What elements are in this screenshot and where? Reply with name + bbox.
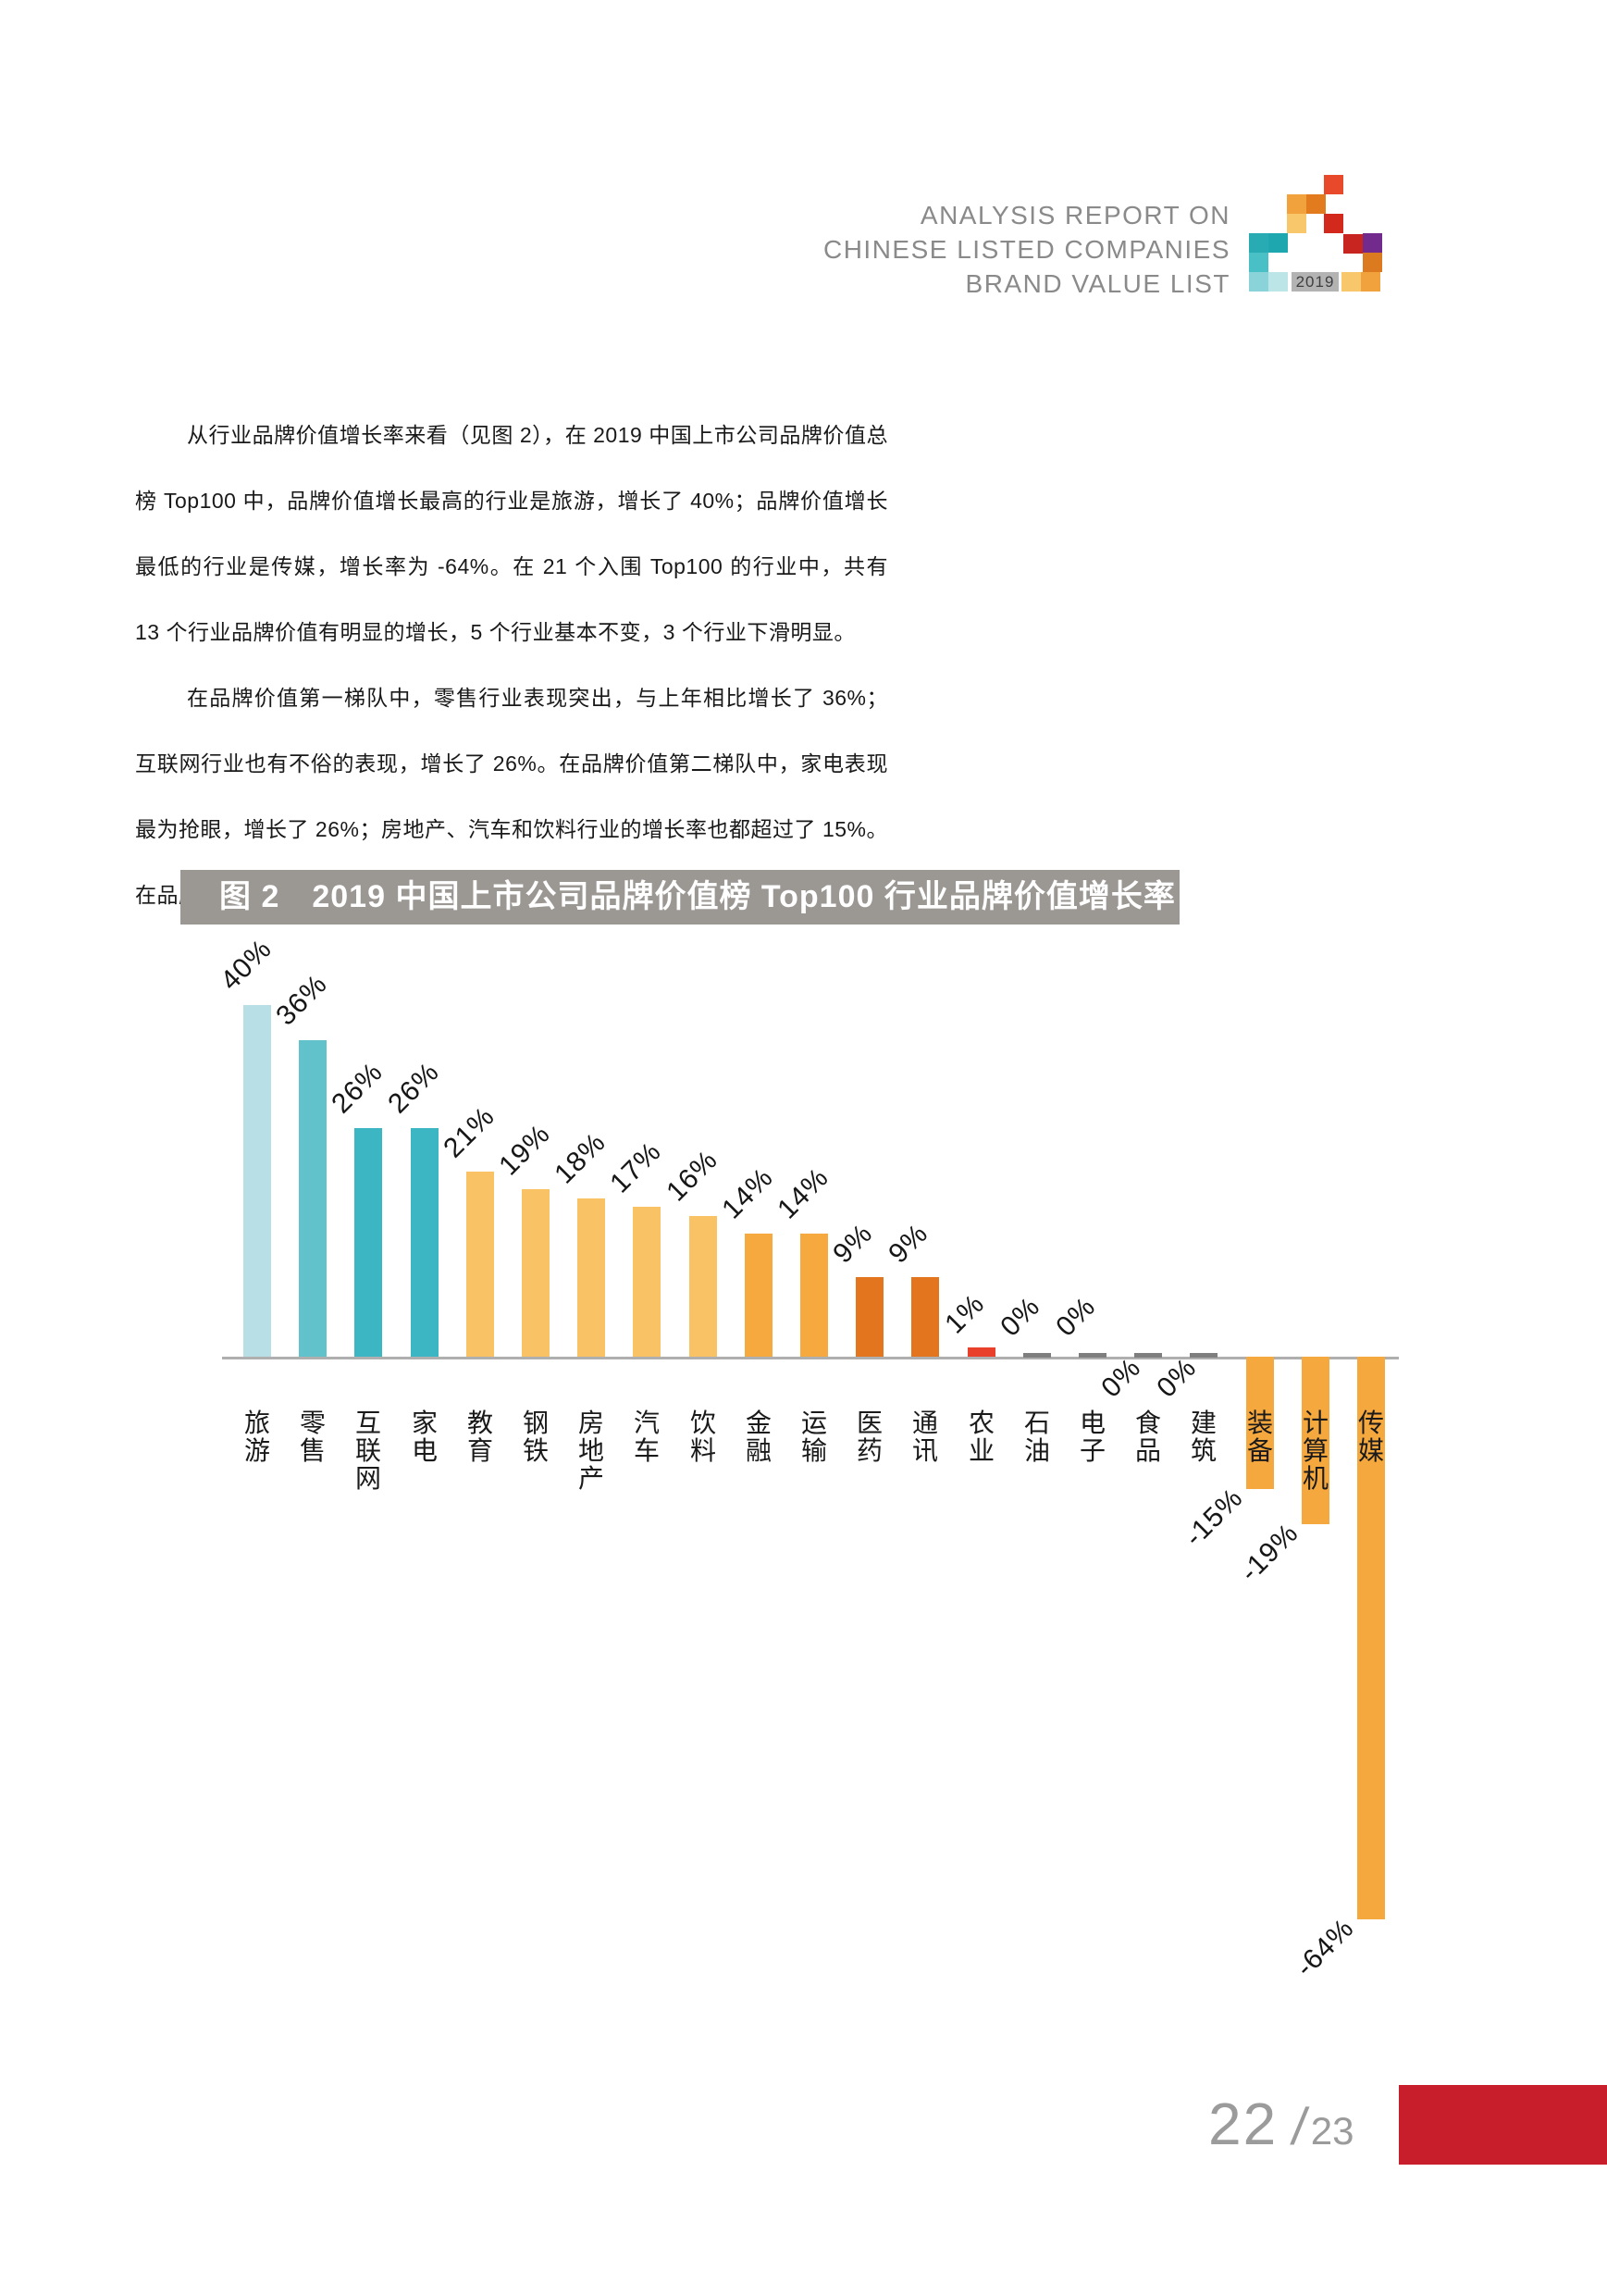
bar-value-label: 0% bbox=[1151, 1352, 1203, 1404]
bar-category-label: 医 药 bbox=[856, 1409, 883, 1465]
bar-value-label: 17% bbox=[604, 1136, 668, 1199]
bar-category-label: 房 地 产 bbox=[577, 1409, 604, 1493]
bar-category-label: 装 备 bbox=[1246, 1409, 1273, 1465]
chart-bar bbox=[800, 1234, 828, 1357]
chart-bar bbox=[1134, 1353, 1162, 1358]
bar-value-label: 18% bbox=[549, 1126, 612, 1190]
figure-title-bar: 图 2 2019 中国上市公司品牌价值榜 Top100 行业品牌价值增长率 bbox=[180, 870, 1180, 925]
page-number-current: 22 bbox=[1208, 2091, 1279, 2157]
page-number: 22 / 23 bbox=[1208, 2090, 1354, 2158]
bar-value-label: 26% bbox=[326, 1056, 389, 1120]
bar-value-label: -64% bbox=[1290, 1912, 1360, 1983]
chart-bar bbox=[1357, 1357, 1385, 1919]
body-paragraph-1: 从行业品牌价值增长率来看（见图 2），在 2019 中国上市公司品牌价值总榜 T… bbox=[135, 423, 888, 644]
bar-category-label: 零 售 bbox=[299, 1409, 326, 1465]
chart-bar bbox=[1079, 1353, 1106, 1358]
header-line-2: CHINESE LISTED COMPANIES bbox=[822, 235, 1230, 264]
bar-value-label: -15% bbox=[1179, 1482, 1249, 1553]
bar-category-label: 互 联 网 bbox=[354, 1409, 381, 1493]
chart-baseline-axis bbox=[222, 1357, 1399, 1359]
bar-value-label: 40% bbox=[215, 933, 278, 997]
chart-bar bbox=[354, 1128, 382, 1357]
bar-category-label: 计 算 机 bbox=[1302, 1409, 1329, 1493]
chart-bar bbox=[911, 1277, 939, 1357]
bar-value-label: 0% bbox=[1095, 1352, 1147, 1404]
bar-value-label: 0% bbox=[1050, 1291, 1102, 1343]
chart-bar bbox=[968, 1347, 995, 1357]
bar-category-label: 运 输 bbox=[800, 1409, 827, 1465]
logo-square bbox=[1324, 175, 1343, 194]
bar-category-label: 家 电 bbox=[411, 1409, 438, 1465]
logo-square bbox=[1361, 272, 1380, 292]
header-line-1: ANALYSIS REPORT ON bbox=[920, 201, 1230, 230]
logo-square bbox=[1249, 233, 1268, 253]
logo-square bbox=[1287, 194, 1306, 214]
bar-category-label: 旅 游 bbox=[243, 1409, 270, 1465]
logo-square bbox=[1341, 272, 1361, 292]
footer-red-block bbox=[1399, 2085, 1607, 2165]
bar-value-label: 14% bbox=[716, 1161, 780, 1225]
logo-square bbox=[1287, 214, 1306, 233]
bar-category-label: 电 子 bbox=[1079, 1409, 1106, 1465]
bar-category-label: 金 融 bbox=[745, 1409, 772, 1465]
logo-square bbox=[1249, 272, 1268, 292]
page-number-separator: / bbox=[1288, 2097, 1312, 2155]
bar-category-label: 饮 料 bbox=[689, 1409, 716, 1465]
bar-value-label: 0% bbox=[995, 1291, 1046, 1343]
chart-bar bbox=[689, 1216, 717, 1357]
chart-bar bbox=[522, 1189, 550, 1357]
logo-square bbox=[1268, 233, 1288, 253]
bar-value-label: 21% bbox=[438, 1100, 501, 1164]
chart-bar bbox=[411, 1128, 439, 1357]
bar-value-label: -19% bbox=[1234, 1517, 1304, 1588]
logo-square bbox=[1363, 253, 1382, 272]
chart-bar bbox=[243, 1005, 271, 1357]
logo-square bbox=[1324, 214, 1343, 233]
logo-year-badge: 2019 bbox=[1292, 272, 1339, 292]
chart-bar bbox=[1302, 1357, 1329, 1524]
chart-bar bbox=[745, 1234, 773, 1357]
page-number-total: 23 bbox=[1310, 2109, 1354, 2153]
chart-bar bbox=[299, 1040, 327, 1357]
logo-square bbox=[1268, 272, 1288, 292]
chart-bar bbox=[577, 1198, 605, 1357]
bar-category-label: 教 育 bbox=[466, 1409, 493, 1465]
logo-square bbox=[1363, 233, 1382, 253]
logo-square bbox=[1343, 234, 1363, 254]
chart-bar bbox=[1246, 1357, 1274, 1489]
bar-category-label: 食 品 bbox=[1134, 1409, 1161, 1465]
bar-value-label: 36% bbox=[270, 968, 334, 1032]
bar-value-label: 26% bbox=[382, 1056, 446, 1120]
chart-bar bbox=[856, 1277, 884, 1357]
logo-square bbox=[1249, 253, 1268, 272]
bar-value-label: 16% bbox=[661, 1144, 724, 1208]
chart-bar bbox=[1023, 1353, 1051, 1358]
bar-category-label: 通 讯 bbox=[911, 1409, 938, 1465]
report-header: ANALYSIS REPORT ON CHINESE LISTED COMPAN… bbox=[823, 198, 1230, 301]
chart-bar bbox=[633, 1207, 661, 1357]
bar-category-label: 汽 车 bbox=[633, 1409, 660, 1465]
bar-value-label: 19% bbox=[493, 1118, 557, 1182]
bar-value-label: 1% bbox=[939, 1288, 991, 1340]
bar-category-label: 钢 铁 bbox=[522, 1409, 549, 1465]
bar-category-label: 建 筑 bbox=[1190, 1409, 1217, 1465]
brand-logo: 2019 bbox=[1249, 175, 1384, 293]
bar-category-label: 传 媒 bbox=[1357, 1409, 1384, 1465]
bar-category-label: 石 油 bbox=[1023, 1409, 1050, 1465]
bar-value-label: 14% bbox=[772, 1161, 835, 1225]
header-line-3: BRAND VALUE LIST bbox=[965, 269, 1230, 298]
bar-value-label: 9% bbox=[827, 1218, 879, 1270]
chart-bar bbox=[1190, 1353, 1218, 1358]
bar-category-label: 农 业 bbox=[968, 1409, 995, 1465]
chart-bar bbox=[466, 1172, 494, 1357]
logo-square bbox=[1306, 194, 1326, 214]
bar-value-label: 9% bbox=[883, 1218, 934, 1270]
